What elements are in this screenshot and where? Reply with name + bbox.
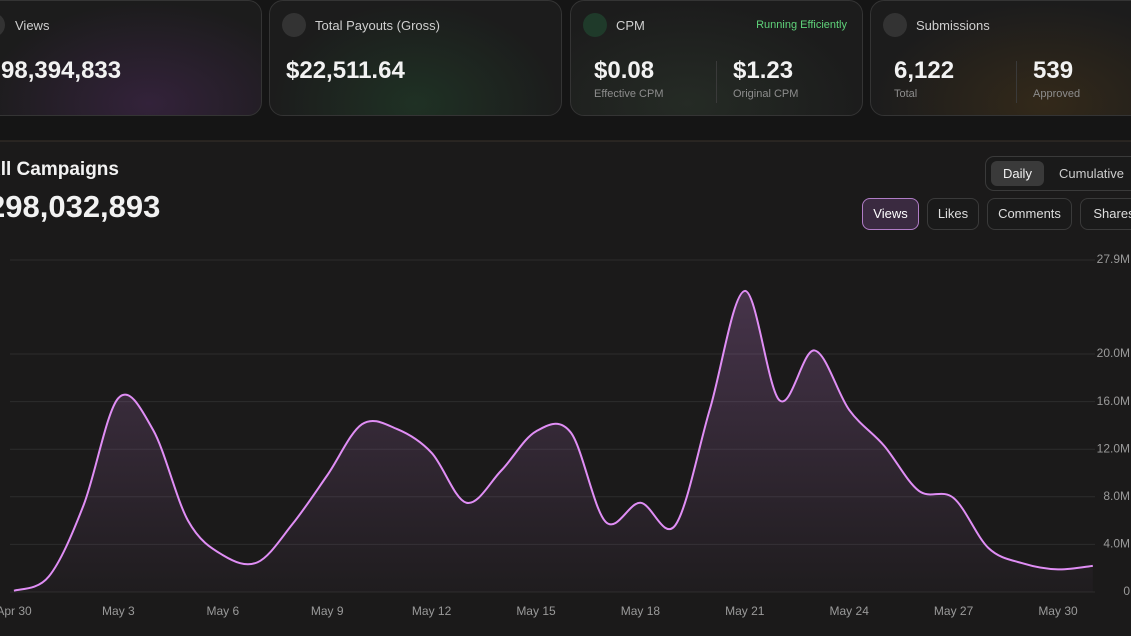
metric-value: $1.23 (733, 57, 794, 84)
x-tick-label: May 3 (102, 604, 135, 618)
metric-label: Total (894, 88, 918, 100)
toggle-cumulative[interactable]: Cumulative (1059, 166, 1125, 181)
card-value: $22,511.64 (286, 57, 405, 84)
metric-label: Approved (1033, 88, 1081, 100)
card-title: Total Payouts (Gross) (315, 18, 440, 33)
metric-value: 539 (1033, 57, 1074, 84)
tab-likes[interactable]: Likes (927, 198, 979, 230)
icon (583, 13, 607, 37)
status: Running Efficiently (756, 19, 847, 31)
x-tick-label: May 30 (1038, 604, 1078, 618)
card-value: 98,394,833 (1, 57, 122, 84)
metric-value: 6,122 (894, 57, 955, 84)
line (13, 289, 1093, 592)
y-tick-label: 0 (1123, 584, 1130, 598)
x-tick-label: May 21 (725, 604, 765, 618)
cpm-card: CPM Running Efficiently $0.08 Effective … (570, 0, 863, 116)
card-title: CPM (616, 18, 645, 33)
x-tick-label: May 24 (830, 604, 870, 618)
y-tick-label: 27.9M (1097, 252, 1130, 266)
payouts-card: Total Payouts (Gross) $22,511.64 (269, 0, 562, 116)
x-tick-label: May 6 (206, 604, 239, 618)
x-tick-label: May 18 (621, 604, 661, 618)
y-tick-label: 8.0M (1103, 489, 1130, 503)
card-title: Views (15, 18, 50, 33)
x-tick-label: May 15 (516, 604, 556, 618)
metric-value: $0.08 (594, 57, 655, 84)
toggle: Daily Cumulative (985, 156, 1131, 191)
metric-label: Effective CPM (594, 88, 664, 100)
tab-shares[interactable]: Shares (1080, 198, 1131, 230)
views-card: Views 98,394,833 (0, 0, 262, 116)
icon (0, 13, 5, 37)
x-tick-label: May 27 (934, 604, 974, 618)
area (14, 290, 1093, 592)
tab-views[interactable]: Views (862, 198, 919, 230)
card-title: Submissions (916, 18, 990, 33)
metric-label: Original CPM (733, 88, 799, 100)
y-tick-label: 12.0M (1097, 441, 1130, 455)
toggle-daily[interactable]: Daily (991, 161, 1044, 186)
icon (282, 13, 306, 37)
y-tick-label: 20.0M (1097, 346, 1130, 360)
y-tick-label: 4.0M (1103, 537, 1130, 551)
x-tick-label: May 12 (412, 604, 452, 618)
chart-total: 298,032,893 (0, 189, 161, 224)
x-tick-label: May 9 (311, 604, 344, 618)
submissions-card: Submissions 6,122 Total 539 Approved (870, 0, 1131, 116)
tab-comments[interactable]: Comments (987, 198, 1072, 230)
icon (883, 13, 907, 37)
x-tick-label: Apr 30 (0, 604, 32, 618)
y-tick-label: 16.0M (1097, 394, 1130, 408)
divider (1016, 61, 1017, 103)
divider (716, 61, 717, 103)
chart-title: All Campaigns (0, 159, 119, 180)
